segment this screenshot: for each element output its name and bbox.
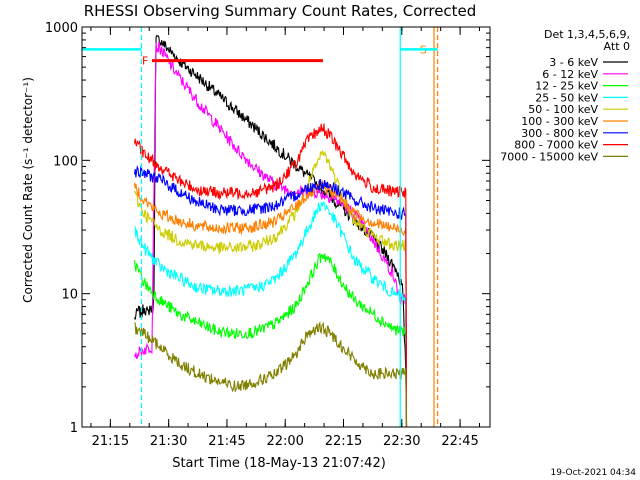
x-tick-label: 22:00 bbox=[266, 434, 303, 449]
y-axis-label-group: Corrected Count Rate (s⁻¹ detector⁻¹) bbox=[21, 77, 35, 303]
legend-label-5: 100 - 300 keV bbox=[521, 115, 598, 128]
plot-area: FS bbox=[82, 27, 439, 427]
y-tick-label: 10 bbox=[61, 288, 78, 303]
x-tick-label: 22:15 bbox=[325, 434, 362, 449]
annotation-label-f: F bbox=[142, 55, 148, 68]
date-stamp: 19-Oct-2021 04:34 bbox=[551, 468, 637, 478]
chart-title: RHESSI Observing Summary Count Rates, Co… bbox=[84, 2, 477, 20]
x-tick-label: 21:45 bbox=[208, 434, 245, 449]
legend-header-line1: Det 1,3,4,5,6,9, bbox=[544, 28, 630, 41]
axes: 21:15 21:30 21:45 22:00 22:15 22:30 22:45 1000 1… bbox=[45, 21, 491, 449]
series-line-3 bbox=[134, 201, 408, 427]
plot-frame bbox=[81, 26, 491, 428]
x-tick-label: 22:30 bbox=[383, 434, 420, 449]
legend-label-7: 800 - 7000 keV bbox=[514, 139, 598, 152]
series-line-4 bbox=[134, 150, 408, 427]
y-tick-label: 1000 bbox=[45, 21, 78, 36]
legend-label-6: 300 - 800 keV bbox=[521, 127, 598, 140]
legend-label-0: 3 - 6 keV bbox=[549, 56, 598, 69]
x-axis-label: Start Time (18-May-13 21:07:42) bbox=[172, 456, 386, 471]
x-tick-label: 21:15 bbox=[92, 434, 129, 449]
legend-label-4: 50 - 100 keV bbox=[528, 103, 598, 116]
x-tick-label: 21:30 bbox=[150, 434, 187, 449]
legend-label-2: 12 - 25 keV bbox=[535, 80, 598, 93]
y-axis-label: Corrected Count Rate (s⁻¹ detector⁻¹) bbox=[21, 77, 35, 303]
legend-label-1: 6 - 12 keV bbox=[542, 68, 598, 81]
legend-header-line2: Att 0 bbox=[604, 40, 630, 53]
series-line-6 bbox=[133, 164, 408, 427]
legend-label-3: 25 - 50 keV bbox=[535, 91, 598, 104]
series-line-2 bbox=[133, 252, 408, 427]
legend-label-8: 7000 - 15000 keV bbox=[500, 150, 598, 163]
series-line-0 bbox=[133, 34, 408, 427]
series-line-8 bbox=[134, 320, 408, 427]
series-line-7 bbox=[133, 123, 408, 427]
y-tick-label: 1 bbox=[70, 421, 78, 436]
y-tick-label: 100 bbox=[53, 154, 78, 169]
x-tick-label: 22:45 bbox=[441, 434, 478, 449]
series-line-5 bbox=[133, 179, 408, 427]
